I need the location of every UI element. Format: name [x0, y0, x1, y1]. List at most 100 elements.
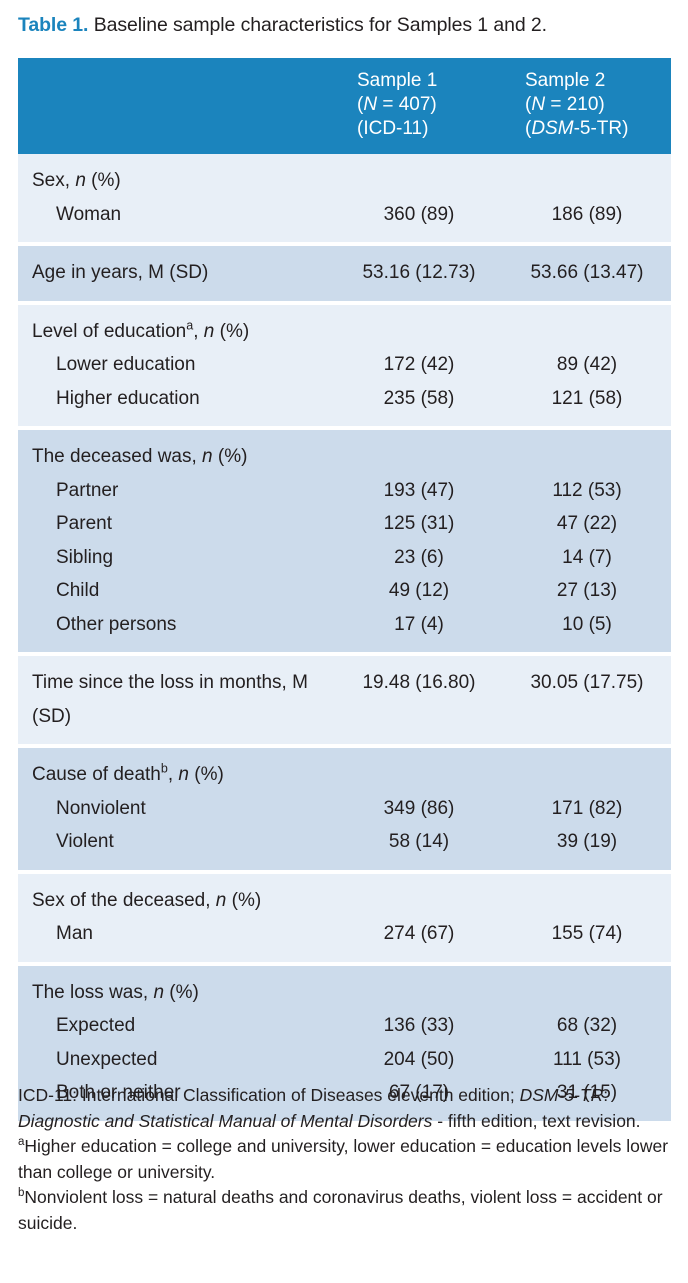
row-label-text: Child	[56, 580, 100, 601]
row-label-text: Unexpected	[56, 1048, 158, 1070]
header-sample2-line1: Sample 2	[525, 70, 606, 91]
row-label-text: Sex of the deceased,	[32, 889, 216, 911]
row-label-text: Expected	[56, 1015, 136, 1036]
row-label-cell: Nonviolent	[18, 791, 335, 825]
row-value-sample2: 53.66 (13.47)	[503, 246, 671, 301]
section-separator	[18, 426, 671, 430]
row-value-sample2: 31 (15)	[503, 1076, 671, 1121]
table-row: Level of educationa, n (%)	[18, 304, 671, 348]
table-row: Sibling 23 (6) 14 (7)	[18, 540, 671, 574]
row-label-cell: Woman	[18, 197, 335, 242]
section-separator-cell	[18, 426, 671, 430]
row-value-sample2: 186 (89)	[503, 197, 671, 242]
row-label-cell: Violent	[18, 825, 335, 870]
row-value-sample2	[503, 873, 671, 917]
row-label-cell: Sibling	[18, 540, 335, 574]
section-separator	[18, 744, 671, 748]
header-sample2-n-open: (	[525, 94, 532, 115]
row-label-italic: n	[203, 320, 215, 342]
row-value-sample2	[503, 304, 671, 348]
row-value-sample1: 49 (12)	[335, 574, 503, 608]
row-label-suffix: (%)	[212, 446, 248, 467]
row-value-sample1: 125 (31)	[335, 507, 503, 541]
row-label-text: Other persons	[56, 613, 177, 635]
row-label-cell: Partner	[18, 473, 335, 507]
row-label-text: Age in years, M (SD)	[32, 262, 209, 283]
row-value-sample2	[503, 154, 671, 198]
section-separator-cell	[18, 652, 671, 656]
table-row: Unexpected 204 (50) 111 (53)	[18, 1042, 671, 1076]
row-value-sample1	[335, 873, 503, 917]
section-separator	[18, 652, 671, 656]
row-label-cell: Sex of the deceased, n (%)	[18, 873, 335, 917]
row-value-sample2: 39 (19)	[503, 825, 671, 870]
row-value-sample1: 172 (42)	[335, 348, 503, 382]
section-separator	[18, 961, 671, 966]
row-label-italic: n	[178, 764, 189, 785]
table-row: Age in years, M (SD) 53.16 (12.73) 53.66 (…	[18, 246, 671, 301]
section-separator-cell	[18, 242, 671, 246]
header-sample1-n-value: = 407)	[377, 94, 437, 115]
table-row: Cause of deathb, n (%)	[18, 748, 671, 792]
row-label-text: Sex,	[32, 170, 76, 191]
row-value-sample1	[335, 748, 503, 792]
row-label-cell: Higher education	[18, 381, 335, 426]
row-label-text: Violent	[56, 831, 114, 852]
table-footnotes: ICD-11: International Classification of …	[18, 1083, 674, 1236]
row-label-footnote-marker: a	[186, 318, 194, 333]
row-label-text: Partner	[56, 479, 119, 501]
row-value-sample2: 155 (74)	[503, 917, 671, 962]
table-row: Sex, n (%)	[18, 154, 671, 198]
table-row: Parent 125 (31) 47 (22)	[18, 507, 671, 541]
row-label-italic: n	[202, 446, 213, 467]
row-label-text: Lower education	[56, 354, 196, 375]
header-cell-blank	[18, 58, 335, 154]
table-row: Woman 360 (89) 186 (89)	[18, 197, 671, 242]
row-label-text: Level of education	[32, 320, 187, 342]
header-sample2-criteria-rest: -5-TR)	[573, 118, 629, 139]
table-caption: Table 1. Baseline sample characteristics…	[18, 12, 678, 38]
row-label-cell: The loss was, n (%)	[18, 965, 335, 1009]
row-label-suffix: (%)	[214, 320, 250, 342]
row-value-sample1	[335, 304, 503, 348]
header-sample2-n-italic: N	[531, 94, 546, 115]
header-sample1-criteria: (ICD-11)	[357, 118, 429, 139]
row-value-sample2: 121 (58)	[503, 381, 671, 426]
table-row: The loss was, n (%)	[18, 965, 671, 1009]
row-label-sep: ,	[167, 764, 179, 785]
row-value-sample2: 14 (7)	[503, 540, 671, 574]
table-header-row: Sample 1 (N = 407) (ICD-11) Sample 2 (N …	[18, 58, 671, 154]
row-label-italic: n	[215, 889, 227, 911]
row-value-sample2: 111 (53)	[503, 1042, 671, 1076]
footnote-b-marker: b	[18, 1187, 25, 1200]
row-label-text: Nonviolent	[56, 797, 146, 819]
row-value-sample1: 204 (50)	[335, 1042, 503, 1076]
footnote-b-text: Nonviolent loss = natural deaths and cor…	[18, 1187, 663, 1233]
row-label-cell: Unexpected	[18, 1042, 335, 1076]
table-row: Sex of the deceased, n (%)	[18, 873, 671, 917]
section-separator	[18, 242, 671, 246]
footnote-a-marker: a	[18, 1136, 25, 1149]
footnote-abbrev-colon: :	[603, 1085, 609, 1105]
header-cell-sample2: Sample 2 (N = 210) (DSM-5-TR)	[503, 58, 671, 154]
row-value-sample1: 23 (6)	[335, 540, 503, 574]
table-row: Nonviolent 349 (86) 171 (82)	[18, 791, 671, 825]
table-row: Lower education 172 (42) 89 (42)	[18, 348, 671, 382]
footnote-abbreviations: ICD-11: International Classification of …	[18, 1083, 674, 1134]
header-sample2-criteria-italic: DSM	[531, 118, 574, 139]
row-label-cell: Other persons	[18, 607, 335, 652]
row-label-cell: Sex, n (%)	[18, 154, 335, 198]
row-label-cell: Expected	[18, 1009, 335, 1043]
row-value-sample2: 47 (22)	[503, 507, 671, 541]
table-number: Table 1.	[18, 14, 89, 36]
row-value-sample1: 53.16 (12.73)	[335, 246, 503, 301]
table-row: Higher education 235 (58) 121 (58)	[18, 381, 671, 426]
row-label-cell: The deceased was, n (%)	[18, 430, 335, 474]
row-value-sample1: 19.48 (16.80)	[335, 656, 503, 744]
baseline-characteristics-table: Sample 1 (N = 407) (ICD-11) Sample 2 (N …	[18, 58, 671, 1121]
row-label-text: Woman	[56, 203, 122, 225]
row-label-cell: Age in years, M (SD)	[18, 246, 335, 301]
row-label-text: Both or neither	[56, 1082, 181, 1103]
table-row: Man 274 (67) 155 (74)	[18, 917, 671, 962]
row-value-sample1	[335, 430, 503, 474]
